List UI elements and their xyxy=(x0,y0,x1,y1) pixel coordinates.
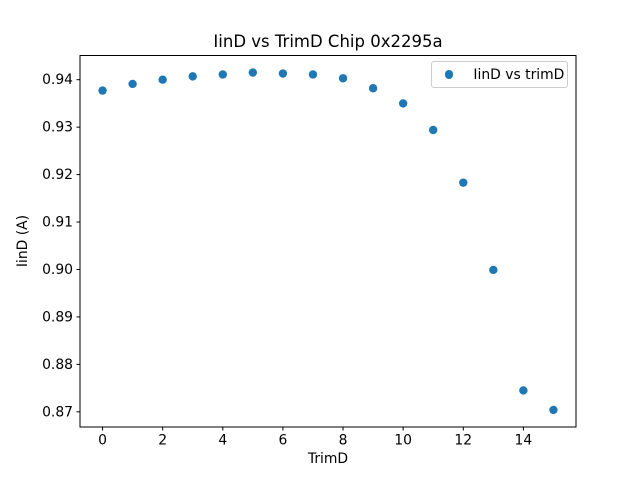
scatter-point xyxy=(398,99,408,108)
legend-label: IinD vs trimD xyxy=(473,66,565,83)
x-axis-label: TrimD xyxy=(307,451,349,467)
y-tick-label: 0.87 xyxy=(42,404,73,420)
scatter-point xyxy=(549,405,558,415)
y-tick-label: 0.92 xyxy=(42,167,73,183)
y-tick-label: 0.94 xyxy=(42,72,73,88)
legend: IinD vs trimD xyxy=(431,61,568,88)
y-tick-label: 0.91 xyxy=(42,215,73,231)
x-tick-label: 10 xyxy=(394,433,412,449)
x-tick-label: 6 xyxy=(278,433,287,449)
scatter-point xyxy=(218,70,227,79)
scatter-point xyxy=(248,68,258,77)
scatter-point xyxy=(158,75,167,84)
chart-title: IinD vs TrimD Chip 0x2295a xyxy=(213,32,443,51)
scatter-point xyxy=(368,84,378,93)
scatter-point xyxy=(98,86,107,95)
scatter-point xyxy=(128,79,137,89)
y-tick-label: 0.89 xyxy=(42,309,73,325)
scatter-point xyxy=(308,70,318,79)
scatter-point xyxy=(519,386,528,395)
scatter-point xyxy=(489,265,498,275)
y-tick-label: 0.88 xyxy=(42,357,73,373)
axes-spines xyxy=(79,55,577,428)
x-tick-label: 4 xyxy=(218,433,227,449)
x-tick-label: 2 xyxy=(158,433,167,449)
x-tick-label: 12 xyxy=(454,433,472,449)
scatter-point xyxy=(429,125,438,135)
x-tick-label: 8 xyxy=(339,433,348,449)
scatter-point xyxy=(338,74,348,83)
x-tick-label: 0 xyxy=(98,433,107,449)
x-tick-label: 14 xyxy=(515,433,533,449)
scatter-point xyxy=(278,69,288,78)
y-tick-label: 0.90 xyxy=(42,262,73,278)
y-tick-label: 0.93 xyxy=(42,120,73,136)
scatter-point xyxy=(188,72,197,81)
legend-marker-icon xyxy=(445,70,454,79)
scatter-point xyxy=(459,178,468,187)
